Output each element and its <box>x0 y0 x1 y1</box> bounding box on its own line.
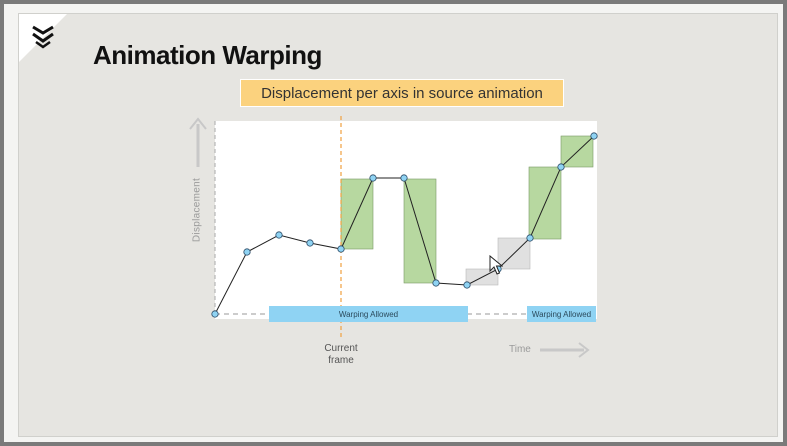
keyframe-point <box>275 231 283 239</box>
keyframe-point <box>590 132 598 140</box>
keyframe-point <box>337 245 345 253</box>
warping-allowed-band: Warping Allowed <box>527 306 596 322</box>
keyframe-point <box>463 281 471 289</box>
warping-allowed-band: Warping Allowed <box>269 306 468 322</box>
mouse-pointer-icon <box>489 255 503 275</box>
band-label: Warping Allowed <box>531 309 592 319</box>
chevron-shield-icon <box>32 25 54 49</box>
x-axis-label: Time <box>509 344 531 355</box>
slide-title: Animation Warping <box>93 40 322 70</box>
current-frame-label-text: Current frame <box>324 343 357 366</box>
keyframe-point <box>369 174 377 182</box>
chart-title: Displacement per axis in source animatio… <box>240 79 564 107</box>
keyframe-point <box>557 163 565 171</box>
slide-corner-decoration <box>19 14 67 62</box>
keyframe-point <box>526 234 534 242</box>
current-frame-label: Current frame <box>311 343 371 367</box>
current-frame-label-line: Current <box>324 343 358 354</box>
keyframe-point <box>400 174 408 182</box>
arrow-up-icon <box>189 117 207 167</box>
band-label: Warping Allowed <box>338 309 399 319</box>
current-frame-label-line: frame <box>328 355 354 366</box>
keyframe-point <box>306 239 314 247</box>
y-axis-label-text: Displacement <box>191 177 203 243</box>
arrow-right-icon <box>540 342 590 358</box>
keyframe-point <box>432 279 440 287</box>
keyframe-point <box>211 310 219 318</box>
keyframe-point <box>243 248 251 256</box>
